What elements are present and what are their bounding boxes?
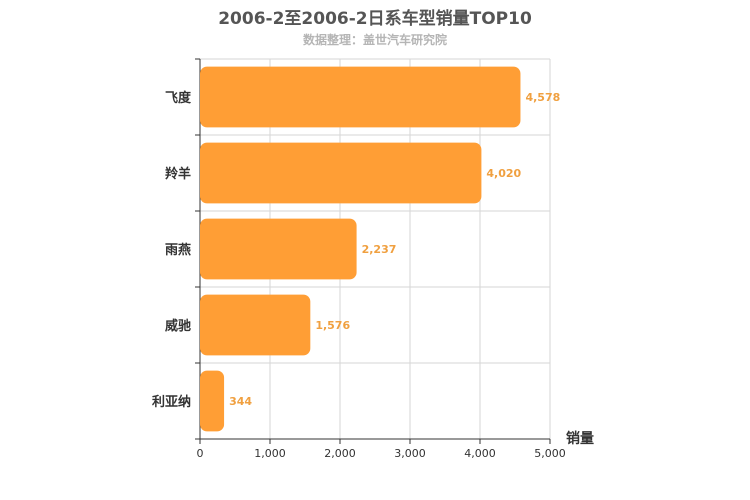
bar [200, 66, 521, 128]
bar [200, 142, 482, 204]
x-tick-label: 4,000 [464, 447, 496, 460]
bar [200, 218, 357, 280]
category-label: 雨燕 [165, 242, 191, 258]
chart-subtitle: 数据整理：盖世汽车研究院 [302, 33, 447, 47]
x-tick-label: 2,000 [324, 447, 356, 460]
category-label: 威驰 [165, 318, 191, 334]
data-label: 4,578 [525, 91, 560, 104]
x-tick-label: 0 [197, 447, 204, 460]
data-label: 1,576 [315, 319, 350, 332]
data-label: 2,237 [362, 243, 397, 256]
data-label: 4,020 [486, 167, 521, 180]
category-label: 利亚纳 [152, 394, 191, 410]
bar [200, 294, 311, 356]
bar [200, 370, 225, 432]
data-label: 344 [229, 395, 252, 408]
x-tick-label: 5,000 [534, 447, 566, 460]
x-axis-title: 销量 [566, 430, 594, 447]
x-tick-label: 1,000 [254, 447, 286, 460]
category-label: 羚羊 [165, 166, 191, 182]
chart-title: 2006-2至2006-2日系车型销量TOP10 [218, 9, 532, 29]
category-label: 飞度 [165, 90, 192, 106]
x-tick-label: 3,000 [394, 447, 426, 460]
